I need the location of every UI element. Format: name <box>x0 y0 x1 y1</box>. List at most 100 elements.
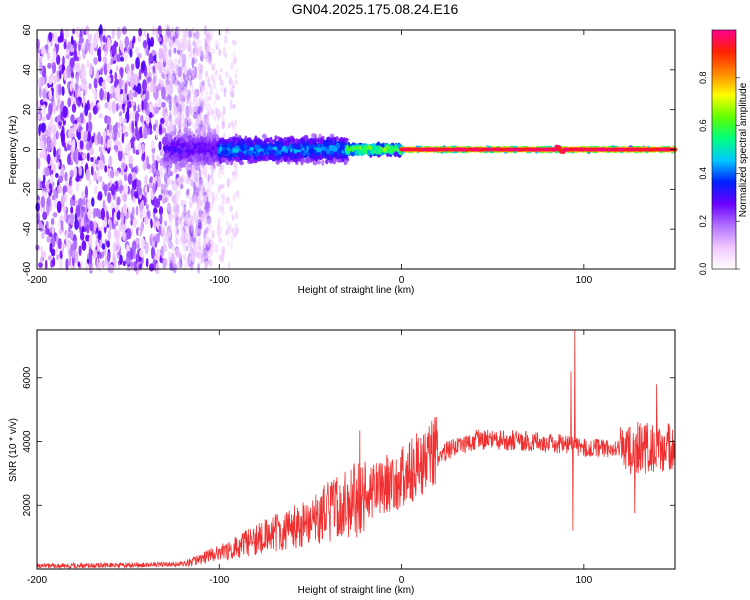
spectrogram-cell <box>155 198 161 208</box>
spectrogram-cell <box>210 74 215 83</box>
spectrogram-cell <box>40 76 45 87</box>
spectrogram-cell <box>165 84 170 94</box>
spectrogram-cell <box>346 150 351 155</box>
spectrogram-cell <box>119 254 123 265</box>
spectrogram-cell <box>230 159 234 166</box>
spectrogram-cell <box>205 33 210 40</box>
spectrogram-cell <box>100 41 104 52</box>
spectrogram-cell <box>94 90 97 102</box>
spectrogram-cell <box>96 257 99 271</box>
spectrogram-cell <box>104 165 108 173</box>
spectrogram-cell <box>103 62 108 76</box>
spectrogram-cell <box>285 148 289 153</box>
spectrogram-cell <box>60 33 64 43</box>
spectrogram-cell <box>167 231 172 237</box>
spectrogram-cell <box>189 80 193 89</box>
spectrogram-cell <box>93 170 97 182</box>
spectrogram-cell <box>221 121 225 129</box>
spectrogram-cell <box>83 43 86 51</box>
spectrogram-cell <box>209 222 212 233</box>
spectrogram-cell <box>186 220 191 225</box>
spectrogram-cell <box>142 40 148 49</box>
spectrogram-cell <box>131 171 137 180</box>
spectrogram-cell <box>232 85 235 90</box>
spectrogram-cell <box>220 227 223 235</box>
spectrogram-cell <box>38 262 43 268</box>
spectrogram-cell <box>151 247 156 257</box>
spectrogram-cell <box>309 144 315 149</box>
spectrogram-cell <box>52 50 57 63</box>
spectrogram-cell <box>187 188 190 197</box>
spectrogram-cell <box>130 100 136 107</box>
spectrogram-cell <box>145 108 151 116</box>
spectrogram-cell <box>96 208 101 218</box>
spectrogram-cell <box>202 119 207 130</box>
spectrogram-cell <box>108 123 112 134</box>
spectrogram-cell <box>86 59 90 69</box>
spectrogram-cell <box>55 246 59 254</box>
spectrogram-cell <box>75 62 81 72</box>
spectrogram-cell <box>85 122 89 133</box>
spectrogram-cell <box>56 200 62 214</box>
spectrogram-cell <box>319 143 323 148</box>
spectrogram-cell <box>77 131 82 141</box>
spectrogram-cell <box>89 220 94 232</box>
spectrogram-cell <box>107 261 111 273</box>
spectrogram-cell <box>158 205 164 216</box>
spectrogram-cell <box>182 252 187 262</box>
spectrogram-cell <box>166 123 170 131</box>
spectrogram-cell <box>178 181 182 188</box>
spectrogram-cell <box>116 196 121 206</box>
spectrogram-cell <box>185 78 189 85</box>
spectrogram-cell <box>271 149 276 154</box>
spectrogram-cell <box>132 216 137 229</box>
spectrogram-cell <box>154 90 158 101</box>
spectrogram-cell <box>40 122 46 134</box>
spectrogram-cell <box>98 262 104 268</box>
spectrogram-cell <box>194 165 199 170</box>
spectrogram-cell <box>106 116 112 125</box>
spectrogram-cell <box>114 86 120 98</box>
spectrogram-cell <box>91 197 95 207</box>
spectrogram-cell <box>46 113 51 121</box>
spectrogram-cell <box>223 132 226 138</box>
spectrogram-cell <box>176 83 179 89</box>
spectrogram-cell <box>207 44 211 52</box>
spectrogram-cell <box>221 253 225 263</box>
spectrogram-cell <box>102 35 106 43</box>
spectrogram-cell <box>63 211 67 222</box>
spectrogram-cell <box>190 242 193 247</box>
spectrogram-cell <box>157 83 162 91</box>
spectrogram-cell <box>165 258 169 265</box>
spectrogram-cell <box>325 159 329 165</box>
spectrogram-cell <box>117 148 123 162</box>
spectrogram-cell <box>52 75 58 83</box>
spectrogram-cell <box>258 140 263 145</box>
spectrogram-cell <box>161 101 166 108</box>
spectrogram-cell <box>219 255 222 264</box>
spectrogram-cell <box>157 175 161 188</box>
spectrogram-cell <box>158 48 162 60</box>
spectrogram-cell <box>146 155 149 166</box>
spectrogram-cell <box>69 213 75 226</box>
spectrogram-cell <box>173 46 176 53</box>
spectrogram-cell <box>181 213 185 221</box>
spectrogram-cell <box>181 37 185 42</box>
spectrogram-cell <box>166 67 170 74</box>
spectrogram-cell <box>66 81 70 90</box>
spectrogram-cell <box>196 245 200 251</box>
spectrogram-cell <box>128 112 132 120</box>
spectrogram-cell <box>204 255 208 260</box>
spectrogram-cell <box>172 40 177 48</box>
spectrogram-cell <box>39 61 43 75</box>
spectrogram-cell <box>232 103 236 109</box>
spectrogram-cell <box>40 196 46 208</box>
spectrogram-cell <box>90 156 94 162</box>
spectrogram-cell <box>180 81 185 93</box>
spectrogram-cell <box>138 69 142 81</box>
spectrogram-cell <box>214 243 219 254</box>
spectrogram-cell <box>180 199 184 208</box>
spectrogram-cell <box>150 140 155 149</box>
spectrogram-cell <box>133 91 138 98</box>
spectrogram-cell <box>246 154 250 162</box>
